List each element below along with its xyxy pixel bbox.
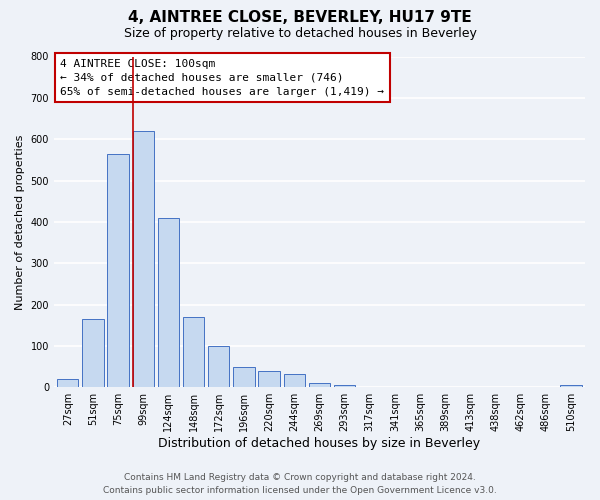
Bar <box>284 374 305 387</box>
Text: Size of property relative to detached houses in Beverley: Size of property relative to detached ho… <box>124 28 476 40</box>
Bar <box>158 218 179 387</box>
Bar <box>233 366 254 387</box>
Bar <box>183 317 205 387</box>
Bar <box>259 370 280 387</box>
Bar <box>107 154 129 387</box>
Bar <box>82 319 104 387</box>
Bar <box>334 385 355 387</box>
Bar <box>309 383 330 387</box>
Y-axis label: Number of detached properties: Number of detached properties <box>15 134 25 310</box>
Bar <box>133 131 154 387</box>
Bar <box>208 346 229 387</box>
Text: 4, AINTREE CLOSE, BEVERLEY, HU17 9TE: 4, AINTREE CLOSE, BEVERLEY, HU17 9TE <box>128 10 472 25</box>
Bar <box>57 379 79 387</box>
X-axis label: Distribution of detached houses by size in Beverley: Distribution of detached houses by size … <box>158 437 481 450</box>
Bar <box>560 385 582 387</box>
Text: Contains HM Land Registry data © Crown copyright and database right 2024.
Contai: Contains HM Land Registry data © Crown c… <box>103 474 497 495</box>
Text: 4 AINTREE CLOSE: 100sqm
← 34% of detached houses are smaller (746)
65% of semi-d: 4 AINTREE CLOSE: 100sqm ← 34% of detache… <box>60 58 384 96</box>
